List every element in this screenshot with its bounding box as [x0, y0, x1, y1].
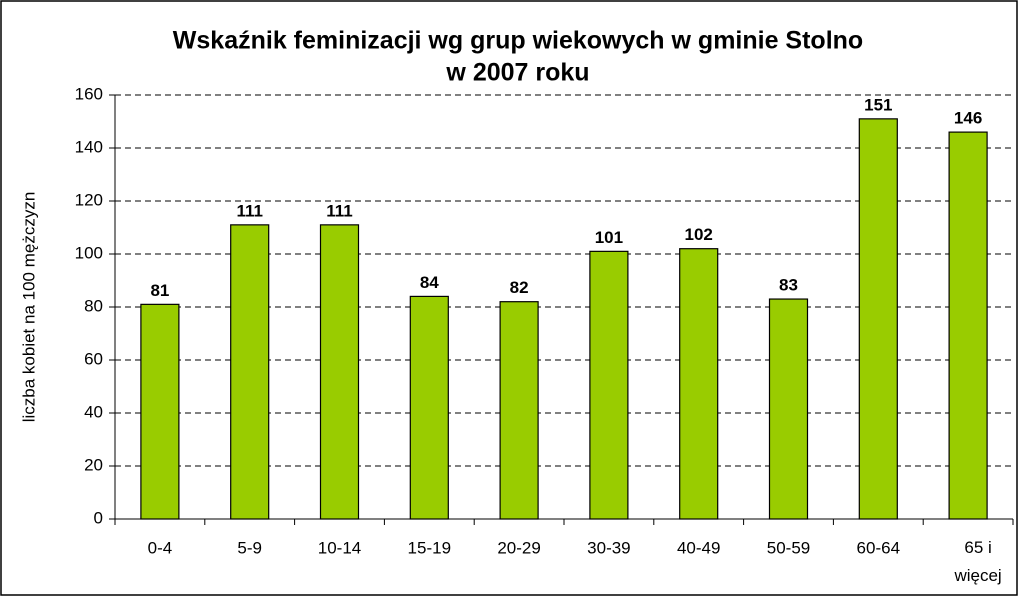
bar [499, 301, 539, 520]
y-tick-label: 80 [84, 296, 103, 315]
value-label: 84 [420, 273, 439, 292]
chart-title: w 2007 roku [445, 59, 589, 87]
y-tick-label: 160 [75, 84, 103, 103]
value-label: 151 [864, 95, 892, 114]
chart-title: Wskaźnik feminizacji wg grup wiekowych w… [173, 27, 863, 55]
x-tick-label: 65 i więcej [953, 538, 1001, 585]
bar [948, 131, 988, 520]
y-tick-label: 60 [84, 349, 103, 368]
y-tick-label: 140 [75, 137, 103, 156]
value-label: 146 [954, 109, 982, 128]
x-tick-label: 5-9 [237, 538, 262, 557]
value-label: 111 [326, 201, 353, 220]
x-tick-label: 10-14 [318, 538, 361, 557]
value-label: 111 [236, 201, 263, 220]
bar [858, 118, 898, 520]
value-label: 102 [685, 225, 713, 244]
y-tick-label: 100 [75, 243, 103, 262]
bar [589, 250, 629, 520]
bar [140, 303, 180, 520]
y-tick-label: 20 [84, 455, 103, 474]
y-axis-label: liczba kobiet na 100 mężczyzn [19, 192, 38, 423]
bar [679, 248, 719, 520]
value-label: 101 [595, 228, 623, 247]
x-tick-label: 60-64 [857, 538, 900, 557]
value-label: 82 [510, 278, 529, 297]
bar [768, 298, 809, 520]
bar [409, 295, 449, 520]
value-label: 83 [779, 276, 798, 295]
x-tick-label: 15-19 [408, 538, 451, 557]
x-tick-label: 30-39 [587, 538, 630, 557]
y-tick-label: 0 [94, 508, 103, 527]
value-label: 81 [150, 281, 169, 300]
y-tick-label: 120 [75, 190, 103, 209]
x-tick-label: 20-29 [497, 538, 540, 557]
y-tick-label: 40 [84, 402, 103, 421]
bar [230, 224, 270, 520]
bar [319, 224, 360, 520]
x-tick-label: 40-49 [677, 538, 720, 557]
x-tick-label: 50-59 [767, 538, 810, 557]
x-tick-label: 0-4 [148, 538, 173, 557]
